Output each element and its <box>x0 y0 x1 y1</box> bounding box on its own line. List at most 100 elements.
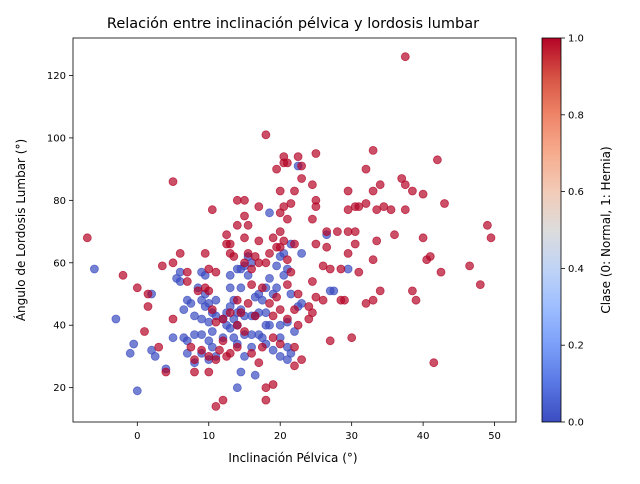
data-point <box>140 327 149 336</box>
data-point <box>282 158 292 168</box>
data-point <box>311 202 321 212</box>
data-point <box>368 295 378 305</box>
data-point <box>218 336 228 346</box>
data-point <box>368 145 378 155</box>
points-layer <box>82 52 496 411</box>
data-point <box>211 295 221 305</box>
data-point <box>154 342 164 352</box>
data-point <box>168 314 178 324</box>
data-point <box>275 351 285 361</box>
data-point <box>372 236 382 246</box>
data-point <box>243 298 253 308</box>
data-point <box>429 358 439 368</box>
data-point <box>222 230 232 240</box>
colorbar <box>541 37 562 423</box>
data-point <box>293 152 303 162</box>
data-point <box>161 367 171 377</box>
data-point <box>307 277 317 286</box>
data-point <box>236 367 246 377</box>
data-point <box>247 264 257 274</box>
data-point <box>282 280 292 290</box>
data-point <box>286 289 296 299</box>
chart-title: Relación entre inclinación pélvica y lor… <box>107 16 479 32</box>
data-point <box>254 202 264 212</box>
data-point <box>143 302 153 311</box>
data-point <box>297 161 307 171</box>
data-point <box>168 258 178 268</box>
colorbar-label: Clase (0: Normal, 1: Hernia) <box>599 146 613 313</box>
x-axis-label: Inclinación Pélvica (°) <box>228 451 357 465</box>
data-point <box>268 345 278 355</box>
data-point <box>354 267 364 277</box>
colorbar-tick-label: 0.0 <box>568 418 584 429</box>
data-point <box>268 311 278 321</box>
data-point <box>204 351 214 361</box>
data-point <box>440 199 449 208</box>
data-point <box>436 267 446 277</box>
data-point <box>400 52 410 62</box>
data-point <box>290 186 299 196</box>
data-point <box>190 367 199 377</box>
x-tick-label: 30 <box>345 431 358 442</box>
data-point <box>375 286 385 296</box>
data-point <box>275 339 285 349</box>
colorbar-ticks: 0.0 0.2 0.4 0.6 0.8 1.0 <box>561 34 584 429</box>
data-point <box>322 227 332 237</box>
data-point <box>240 327 249 336</box>
data-point <box>182 267 192 277</box>
data-point <box>182 277 192 286</box>
y-tick-label: 100 <box>47 133 66 144</box>
data-point <box>204 286 214 296</box>
data-point <box>354 202 364 212</box>
x-tick-label: 40 <box>417 431 430 442</box>
data-point <box>193 286 203 296</box>
colorbar-tick-label: 0.2 <box>568 341 584 352</box>
data-point <box>361 164 371 174</box>
data-point <box>318 295 328 305</box>
data-point <box>286 199 296 208</box>
data-point <box>236 283 246 293</box>
y-tick-label: 20 <box>53 383 66 394</box>
data-point <box>361 199 371 208</box>
data-point <box>207 327 217 336</box>
data-point <box>336 264 346 274</box>
data-point <box>368 255 378 265</box>
data-point <box>311 239 321 249</box>
data-point <box>265 320 274 330</box>
data-point <box>111 314 121 324</box>
data-point <box>225 283 235 293</box>
data-point <box>272 292 282 302</box>
data-point <box>150 351 160 361</box>
data-point <box>425 252 435 261</box>
data-point <box>265 208 274 218</box>
data-point <box>232 320 242 330</box>
data-point <box>411 295 421 305</box>
data-point <box>197 330 207 340</box>
y-tick-label: 40 <box>53 321 66 332</box>
data-point <box>175 248 185 258</box>
data-point <box>465 261 475 271</box>
data-point <box>90 264 99 274</box>
data-point <box>268 333 278 343</box>
data-point <box>275 186 285 196</box>
data-point <box>179 305 189 315</box>
data-point <box>240 211 249 221</box>
x-tick-label: 20 <box>274 431 287 442</box>
data-point <box>254 236 264 246</box>
data-point <box>197 345 207 355</box>
data-point <box>157 261 167 271</box>
data-point <box>125 348 135 358</box>
data-point <box>275 320 285 330</box>
data-point <box>272 164 282 174</box>
data-point <box>379 202 389 212</box>
data-point <box>254 358 264 368</box>
data-point <box>211 267 221 277</box>
data-point <box>207 205 217 215</box>
data-point <box>282 314 292 324</box>
data-point <box>261 130 271 140</box>
data-point <box>418 233 428 243</box>
data-point <box>265 298 274 308</box>
data-point <box>250 292 260 302</box>
data-point <box>207 342 217 352</box>
data-point <box>247 348 257 358</box>
